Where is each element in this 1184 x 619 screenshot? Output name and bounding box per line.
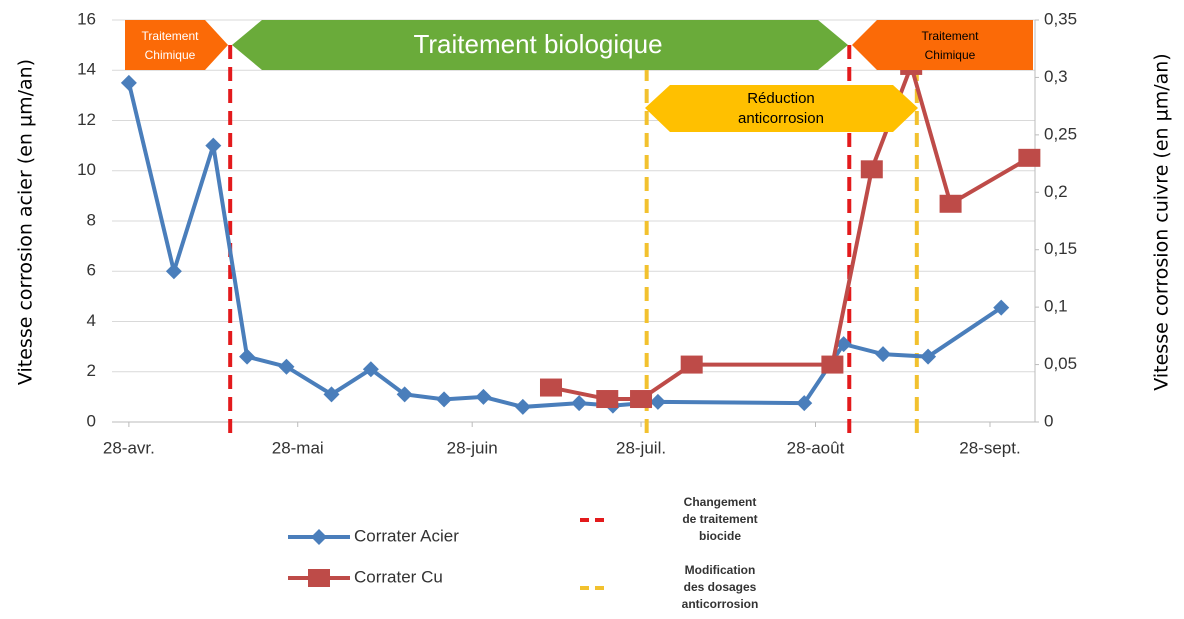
x-tick-label: 28-avr. <box>103 438 155 457</box>
annotation: Chimique <box>145 48 196 62</box>
y-tick-label: 6 <box>87 261 96 280</box>
marker <box>239 348 256 365</box>
banner-shape <box>232 20 848 70</box>
marker <box>362 361 379 378</box>
y2-tick-label: 0,1 <box>1044 297 1068 316</box>
legend-label: Changement <box>684 495 757 509</box>
legend-label: biocide <box>699 529 741 543</box>
marker <box>821 355 844 374</box>
marker <box>920 348 937 365</box>
marker <box>680 355 703 374</box>
marker <box>630 390 653 409</box>
vlines: Changement de traitement biocide Modificati… <box>228 45 919 611</box>
y2-tick-label: 0,15 <box>1044 239 1077 258</box>
banners: Traitement Chimique Traitement biologiqu… <box>125 20 1033 132</box>
legend-marker <box>308 569 330 587</box>
marker <box>323 386 340 403</box>
marker <box>514 398 531 415</box>
y-tick-label: 16 <box>77 9 96 28</box>
y-tick-label: 12 <box>77 110 96 129</box>
legend-label: Corrater Acier <box>354 526 459 545</box>
legend-marker <box>311 529 327 545</box>
marker <box>539 378 562 397</box>
marker <box>860 160 883 179</box>
marker <box>1018 148 1041 167</box>
banner-shape <box>645 85 918 132</box>
marker <box>796 395 813 412</box>
marker <box>939 194 962 213</box>
y-tick-label: 2 <box>87 361 96 380</box>
y2-tick-label: 0 <box>1044 411 1053 430</box>
annotation: Traitement <box>142 29 200 43</box>
x-tick-label: 28-mai <box>272 438 324 457</box>
marker <box>596 390 619 409</box>
annotation: Chimique <box>925 48 976 62</box>
y2-tick-label: 0,35 <box>1044 9 1077 28</box>
x-tick-label: 28-sept. <box>959 438 1020 457</box>
legend-label: anticorrosion <box>682 597 759 611</box>
marker <box>278 358 295 375</box>
annotation: anticorrosion <box>738 110 824 127</box>
series: Corrater Acier Corrater Cu <box>120 56 1041 587</box>
marker <box>165 263 182 280</box>
x-tick-label: 28-juin <box>447 438 498 457</box>
legend-label: Corrater Cu <box>354 567 443 586</box>
marker <box>993 299 1010 316</box>
y2-tick-label: 0,05 <box>1044 354 1077 373</box>
y-tick-label: 0 <box>87 411 96 430</box>
y-axis-title: Vitesse corrosion acier (en µm/an) <box>15 59 37 385</box>
marker <box>649 393 666 410</box>
y-tick-label: 14 <box>77 60 96 79</box>
y2-tick-label: 0,25 <box>1044 124 1077 143</box>
y-tick-label: 4 <box>87 311 96 330</box>
x-tick-label: 28-juil. <box>616 438 666 457</box>
marker <box>205 137 222 154</box>
marker <box>475 388 492 405</box>
marker <box>436 391 453 408</box>
y2-tick-label: 0,2 <box>1044 182 1068 201</box>
annotation: Traitement <box>922 29 980 43</box>
legend-label: des dosages <box>684 580 757 594</box>
y2-axis-title: Vitesse corrosion cuivre (en µm/an) <box>1151 53 1173 390</box>
y-tick-label: 10 <box>77 160 96 179</box>
marker <box>571 395 588 412</box>
annotation: Traitement biologique <box>413 29 662 59</box>
y-tick-label: 8 <box>87 210 96 229</box>
legend-label: Modification <box>685 563 756 577</box>
marker <box>396 386 413 403</box>
y2-tick-label: 0,3 <box>1044 67 1068 86</box>
marker <box>835 336 852 353</box>
banner-shape <box>125 20 228 70</box>
annotation: Réduction <box>747 90 815 107</box>
x-tick-label: 28-août <box>787 438 845 457</box>
legend-label: de traitement <box>682 512 757 526</box>
banner-shape <box>852 20 1033 70</box>
marker <box>875 346 892 363</box>
marker <box>120 74 137 91</box>
